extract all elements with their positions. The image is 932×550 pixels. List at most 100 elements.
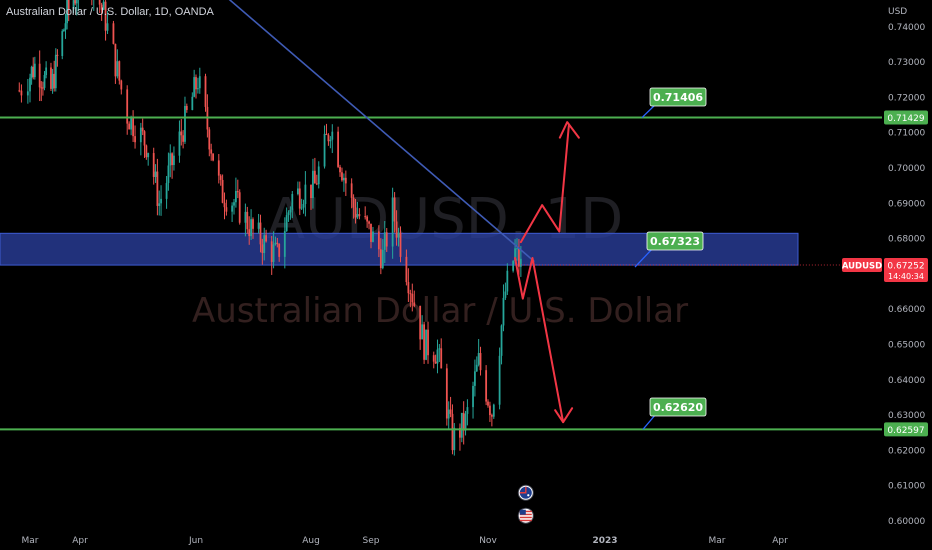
level-callouts[interactable]: 0.71406 0.67323 0.62620 <box>634 87 707 430</box>
candle-down <box>459 423 461 451</box>
bullish-arrow-head <box>558 121 580 139</box>
lower-level-price-tag: 0.62597 <box>884 422 928 437</box>
bullish-arrow[interactable] <box>519 124 570 244</box>
callout-zone[interactable]: 0.67323 <box>634 231 704 268</box>
candle-down <box>411 283 414 312</box>
candle-up <box>500 324 503 365</box>
candle-up <box>167 152 170 191</box>
candle-down <box>427 321 429 364</box>
price-tick-label: 0.73000 <box>888 58 925 68</box>
price-tick-label: 0.72000 <box>888 93 925 103</box>
drawings[interactable] <box>0 0 882 431</box>
candle-down <box>337 126 339 169</box>
candle-up <box>93 0 95 11</box>
candle-up <box>102 0 105 11</box>
candle-up <box>197 77 199 94</box>
candle-down <box>32 57 35 80</box>
candle-up <box>372 226 374 243</box>
candle-down <box>298 181 301 216</box>
candle-down <box>208 127 211 157</box>
candle-down <box>276 237 279 248</box>
candle-down <box>212 153 214 162</box>
candle-up <box>383 220 386 264</box>
candle-up <box>285 207 288 232</box>
price-tick-label: 0.74000 <box>888 23 925 33</box>
projection-arrows[interactable] <box>514 121 580 424</box>
us-flag-icon[interactable] <box>517 507 534 524</box>
candle-up <box>54 48 57 92</box>
price-tick-label: 0.71000 <box>888 129 925 139</box>
candle-down <box>67 0 70 22</box>
candle-down <box>432 351 435 369</box>
watermark-name: Australian Dollar / U.S. Dollar <box>192 291 688 331</box>
price-tick-label: 0.68000 <box>888 235 925 245</box>
candle-up <box>331 124 334 154</box>
time-tick-label: 2023 <box>592 536 617 546</box>
candle-down <box>132 110 134 142</box>
candle-down <box>339 164 341 177</box>
candle-down <box>236 179 239 199</box>
candle-down <box>156 158 159 216</box>
svg-text:0.71429: 0.71429 <box>887 114 924 124</box>
symbol-title: Australian Dollar / U.S. Dollar, 1D, OAN… <box>6 6 214 18</box>
candle-up <box>397 227 400 247</box>
candle-up <box>436 339 439 374</box>
candle-down <box>489 401 491 422</box>
event-badges[interactable] <box>517 484 534 524</box>
svg-text:0.62597: 0.62597 <box>887 426 924 436</box>
candle-up <box>519 246 522 277</box>
candle-down <box>128 121 131 130</box>
candle-up <box>263 227 266 261</box>
candle-up <box>33 56 36 80</box>
candle-up <box>460 412 463 443</box>
candle-up <box>302 199 305 214</box>
candle-up <box>498 347 501 410</box>
trend-line[interactable] <box>204 0 535 263</box>
candle-down <box>120 79 123 95</box>
time-axis[interactable]: Mar Apr Jun Aug Sep Nov 2023 Mar Apr <box>22 536 789 546</box>
candle-down <box>350 178 353 209</box>
candle-up <box>504 282 507 300</box>
candle-up <box>77 0 79 11</box>
candle-down <box>18 82 21 93</box>
candle-down <box>252 217 254 239</box>
candle-up <box>193 69 196 98</box>
price-tick-label: 0.62000 <box>888 446 925 456</box>
candle-up <box>178 120 181 163</box>
australia-flag-icon[interactable] <box>517 484 534 501</box>
candle-up <box>160 185 162 216</box>
candle-down <box>445 363 448 426</box>
price-tick-label: 0.65000 <box>888 341 925 351</box>
symbol-price-tag: AUDUSD <box>842 258 882 273</box>
candle-down <box>315 174 318 186</box>
bearish-arrow[interactable] <box>514 257 565 424</box>
callout-upper-level[interactable]: 0.71406 <box>641 87 707 119</box>
candle-down <box>434 354 437 364</box>
callout-lower-level[interactable]: 0.62620 <box>642 397 707 430</box>
candle-down <box>141 118 144 136</box>
candle-up <box>289 206 292 220</box>
candle-up <box>391 187 394 259</box>
candle-down <box>238 189 241 225</box>
candle-up <box>274 236 277 246</box>
currency-label: USD <box>888 7 907 17</box>
candle-down <box>20 84 23 103</box>
candle-up <box>356 201 359 219</box>
candle-down <box>259 214 262 253</box>
candle-up <box>304 171 307 217</box>
candle-down <box>449 396 452 418</box>
candle-up <box>235 177 237 208</box>
last-price-value: 0.67252 <box>887 262 924 272</box>
candle-down <box>221 174 224 204</box>
candle-down <box>50 62 52 92</box>
time-tick-label: Mar <box>22 536 39 546</box>
candle-up <box>466 399 469 426</box>
candle-down <box>40 81 43 102</box>
candle-down <box>219 174 222 186</box>
time-tick-label: Nov <box>479 536 497 546</box>
candle-down <box>368 220 370 230</box>
candle-down <box>104 0 107 41</box>
candle-up <box>106 11 109 34</box>
candle-down <box>265 229 267 243</box>
